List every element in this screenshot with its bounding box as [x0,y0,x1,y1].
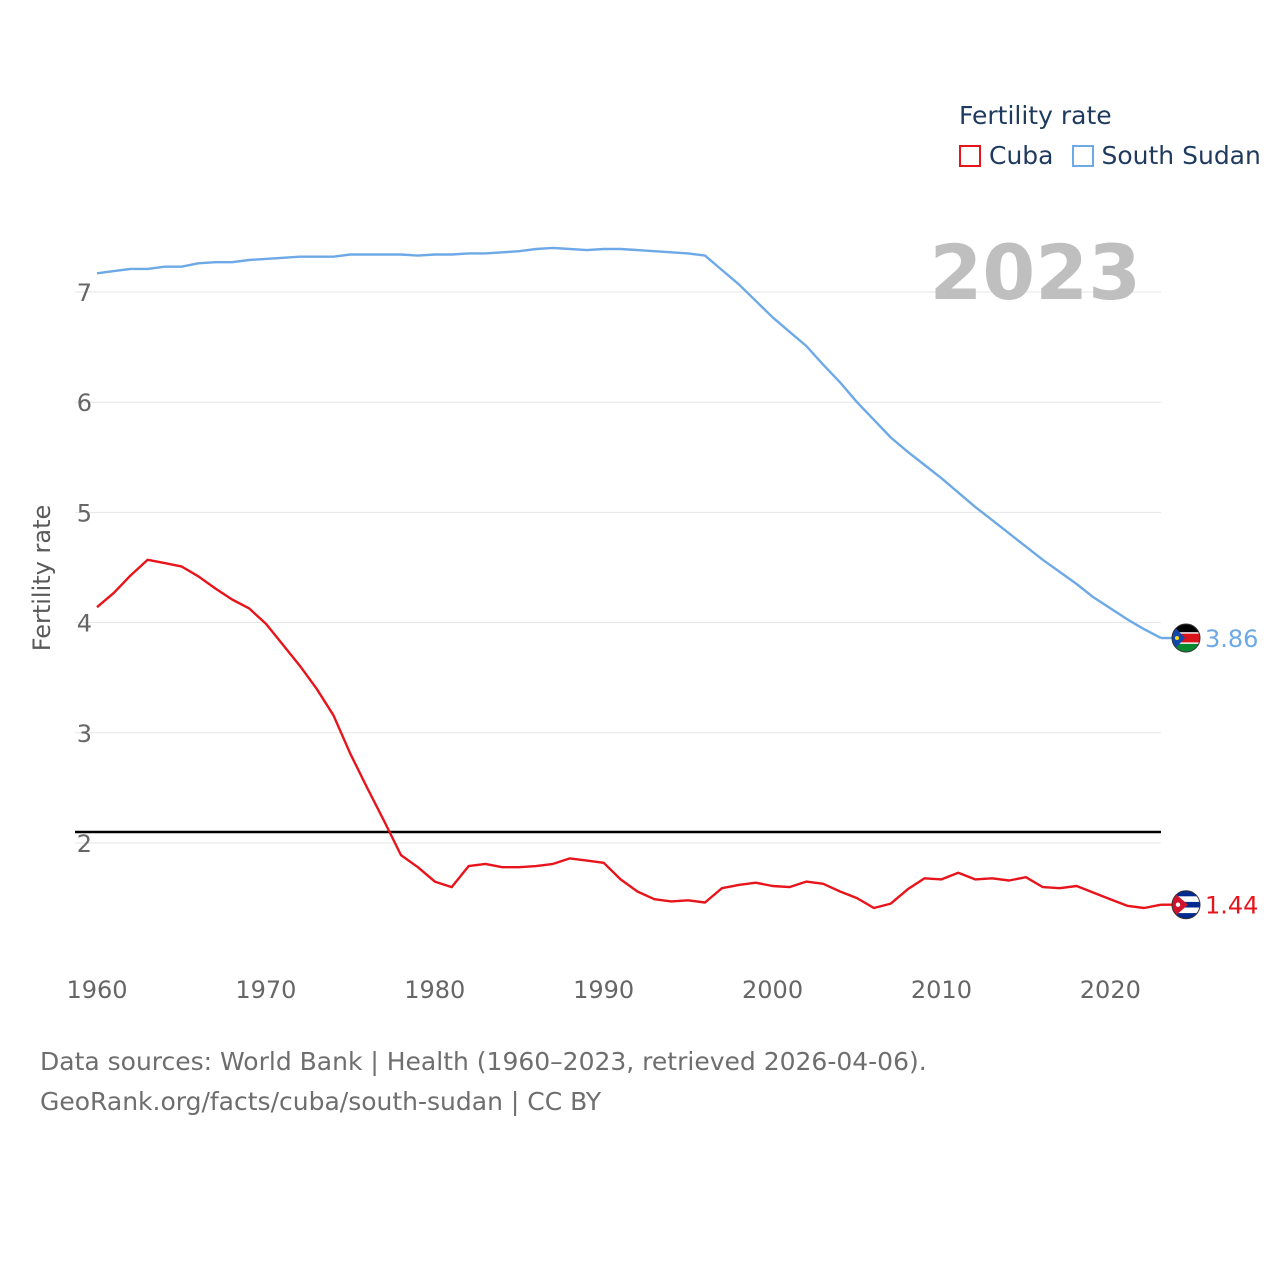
end-value-label-cuba: 1.44 [1205,892,1258,920]
flag-icon-cuba [1171,890,1201,920]
y-tick-label: 7 [77,279,92,307]
x-tick-label: 1970 [235,976,296,1004]
y-tick-label: 6 [77,389,92,417]
y-axis-title: Fertility rate [28,504,56,652]
legend: Fertility rate Cuba South Sudan [959,100,1279,170]
legend-title: Fertility rate [959,101,1112,130]
legend-item-cuba[interactable]: Cuba [959,141,1054,170]
footer: Data sources: World Bank | Health (1960–… [40,1042,927,1122]
x-tick-label: 2010 [911,976,972,1004]
legend-label-cuba: Cuba [989,141,1054,170]
legend-swatch-south-sudan [1071,144,1094,167]
x-tick-label: 2000 [742,976,803,1004]
y-tick-label: 3 [77,720,92,748]
footer-sources: Data sources: World Bank | Health (1960–… [40,1047,927,1076]
legend-label-south-sudan: South Sudan [1101,141,1261,170]
legend-item-south-sudan[interactable]: South Sudan [1071,141,1261,170]
x-tick-label: 1980 [404,976,465,1004]
legend-swatch-cuba [959,144,981,167]
gridlines [75,291,1161,844]
flag-icon-south-sudan [1171,623,1201,653]
footer-attribution: GeoRank.org/facts/cuba/south-sudan | CC … [40,1087,602,1116]
y-tick-label: 4 [77,610,92,638]
series-end-markers: 1.44 3.86 [1161,623,1258,920]
end-value-label-south-sudan: 3.86 [1205,625,1258,653]
series-line-south-sudan [96,246,1162,640]
x-axis-ticks: 1960 1970 1980 1990 2000 2010 2020 [66,976,1140,1004]
series-line-cuba [96,558,1162,910]
year-label: 2023 [929,228,1141,317]
y-tick-label: 2 [77,830,92,858]
x-tick-label: 2020 [1080,976,1141,1004]
series-lines [96,246,1162,910]
x-tick-label: 1990 [573,976,634,1004]
y-tick-label: 5 [77,499,92,527]
line-chart: 2 3 4 5 6 7 1960 1970 1980 1990 2000 2010 2020 1.44… [66,246,1258,1004]
y-axis-ticks: 2 3 4 5 6 7 [77,279,92,858]
x-tick-label: 1960 [66,976,127,1004]
